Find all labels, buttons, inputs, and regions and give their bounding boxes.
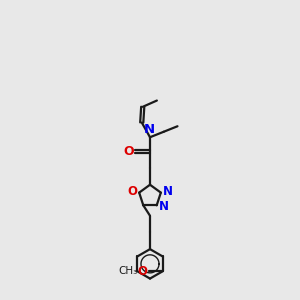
Text: N: N: [144, 124, 155, 136]
Text: O: O: [138, 265, 148, 278]
Text: CH₃: CH₃: [118, 266, 138, 276]
Text: N: N: [159, 200, 169, 213]
Text: N: N: [163, 185, 173, 198]
Text: O: O: [127, 185, 137, 198]
Text: O: O: [123, 145, 134, 158]
